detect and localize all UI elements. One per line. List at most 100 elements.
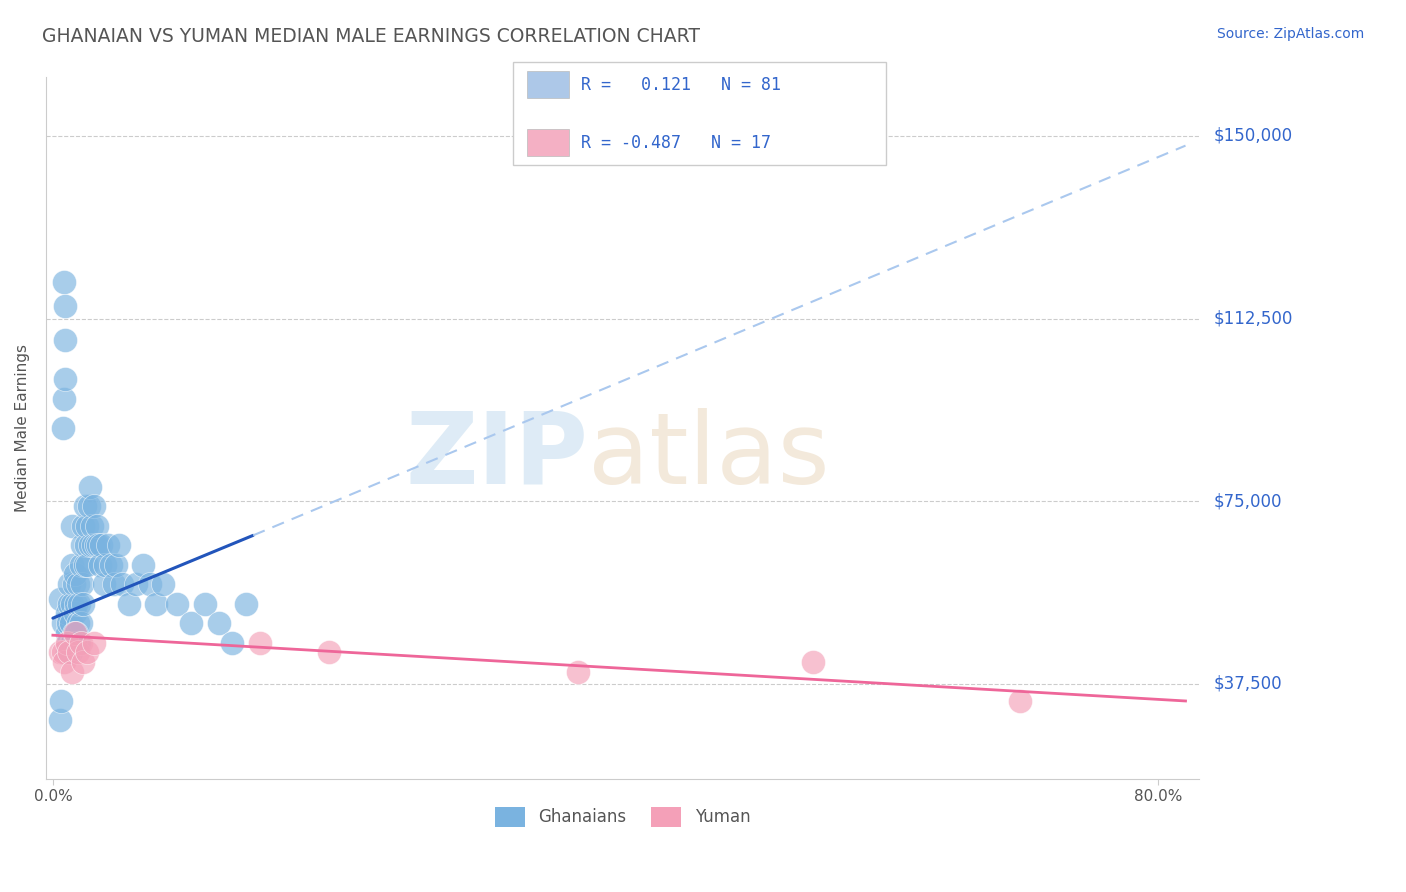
- Point: [166, 597, 188, 611]
- Point: [60, 518, 83, 533]
- Point: [318, 645, 340, 659]
- Point: [97, 538, 120, 552]
- Point: [567, 665, 589, 679]
- Point: [80, 518, 103, 533]
- Text: GHANAIAN VS YUMAN MEDIAN MALE EARNINGS CORRELATION CHART: GHANAIAN VS YUMAN MEDIAN MALE EARNINGS C…: [42, 27, 700, 45]
- Point: [51, 694, 73, 708]
- Point: [67, 635, 90, 649]
- Point: [63, 625, 86, 640]
- Point: [94, 558, 117, 572]
- Point: [235, 597, 257, 611]
- Point: [82, 538, 104, 552]
- Point: [66, 615, 89, 630]
- Point: [58, 577, 80, 591]
- Point: [53, 299, 76, 313]
- Point: [51, 615, 73, 630]
- Point: [100, 558, 122, 572]
- Point: [111, 577, 134, 591]
- Point: [63, 567, 86, 582]
- Point: [66, 645, 89, 659]
- Point: [86, 518, 108, 533]
- Point: [125, 577, 148, 591]
- Point: [73, 499, 96, 513]
- Point: [59, 615, 82, 630]
- Point: [131, 558, 153, 572]
- Point: [49, 591, 72, 606]
- Point: [221, 635, 243, 649]
- Y-axis label: Median Male Earnings: Median Male Earnings: [15, 344, 30, 512]
- Point: [60, 597, 83, 611]
- Point: [1008, 694, 1031, 708]
- Text: R = -0.487   N = 17: R = -0.487 N = 17: [581, 134, 770, 152]
- Point: [63, 607, 86, 621]
- Point: [49, 645, 72, 659]
- Point: [59, 635, 82, 649]
- Point: [69, 635, 91, 649]
- Point: [108, 538, 131, 552]
- Point: [60, 665, 83, 679]
- Point: [72, 518, 94, 533]
- Text: $75,000: $75,000: [1213, 492, 1282, 510]
- Point: [67, 597, 90, 611]
- Point: [58, 597, 80, 611]
- Text: $37,500: $37,500: [1213, 675, 1282, 693]
- Point: [63, 635, 86, 649]
- Text: atlas: atlas: [588, 408, 830, 505]
- Point: [79, 480, 101, 494]
- Point: [65, 625, 87, 640]
- Point: [83, 635, 105, 649]
- Point: [83, 499, 105, 513]
- Point: [56, 645, 79, 659]
- Point: [60, 558, 83, 572]
- Point: [70, 577, 93, 591]
- Point: [103, 577, 125, 591]
- Point: [72, 597, 94, 611]
- Point: [89, 558, 111, 572]
- Point: [62, 635, 84, 649]
- Point: [52, 655, 75, 669]
- Point: [58, 645, 80, 659]
- Point: [76, 558, 98, 572]
- Point: [65, 597, 87, 611]
- Point: [105, 558, 128, 572]
- Point: [249, 635, 271, 649]
- Point: [72, 655, 94, 669]
- Text: Source: ZipAtlas.com: Source: ZipAtlas.com: [1216, 27, 1364, 41]
- Point: [76, 645, 98, 659]
- Point: [56, 635, 79, 649]
- Point: [53, 372, 76, 386]
- Text: $150,000: $150,000: [1213, 127, 1292, 145]
- Point: [53, 334, 76, 348]
- Point: [75, 538, 97, 552]
- Point: [56, 615, 79, 630]
- Point: [52, 392, 75, 406]
- Point: [77, 499, 100, 513]
- Point: [59, 645, 82, 659]
- Point: [51, 645, 73, 659]
- Point: [62, 625, 84, 640]
- Point: [69, 615, 91, 630]
- Point: [70, 538, 93, 552]
- Text: R =   0.121   N = 81: R = 0.121 N = 81: [581, 76, 780, 94]
- Point: [87, 538, 110, 552]
- Point: [801, 655, 824, 669]
- Point: [118, 597, 141, 611]
- Point: [66, 577, 89, 591]
- Point: [55, 645, 77, 659]
- Text: ZIP: ZIP: [405, 408, 588, 505]
- Point: [51, 421, 73, 435]
- Point: [84, 538, 107, 552]
- Legend: Ghanaians, Yuman: Ghanaians, Yuman: [488, 800, 756, 834]
- Point: [49, 714, 72, 728]
- Point: [55, 625, 77, 640]
- Point: [90, 538, 112, 552]
- Point: [60, 635, 83, 649]
- Point: [69, 558, 91, 572]
- Point: [93, 577, 115, 591]
- Point: [62, 577, 84, 591]
- Point: [79, 538, 101, 552]
- Point: [55, 607, 77, 621]
- Point: [145, 597, 167, 611]
- Point: [55, 635, 77, 649]
- Point: [194, 597, 217, 611]
